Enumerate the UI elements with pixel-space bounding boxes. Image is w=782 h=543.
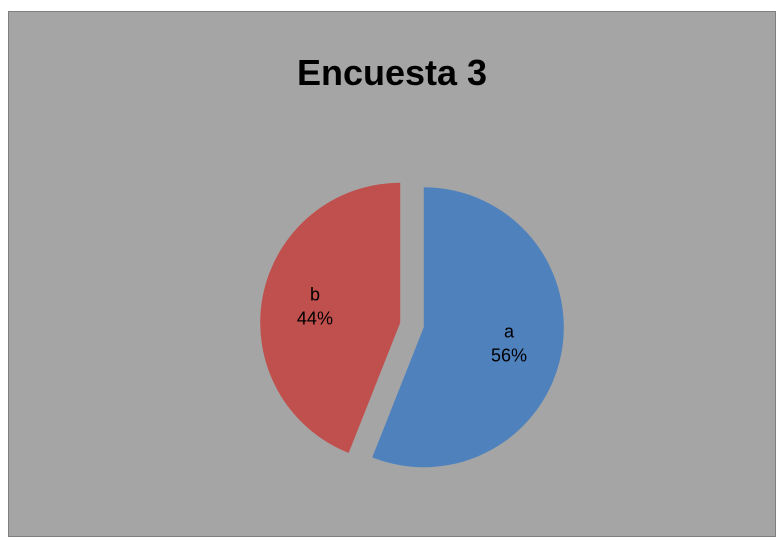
slice-label-a: a [504,322,515,342]
pie-slice-b [260,182,401,453]
slice-percent-a: 56% [491,346,527,366]
slice-label-b: b [310,284,320,304]
pie-slice-a [372,187,564,468]
chart-title: Encuesta 3 [296,52,488,93]
slice-percent-b: 44% [297,308,333,328]
